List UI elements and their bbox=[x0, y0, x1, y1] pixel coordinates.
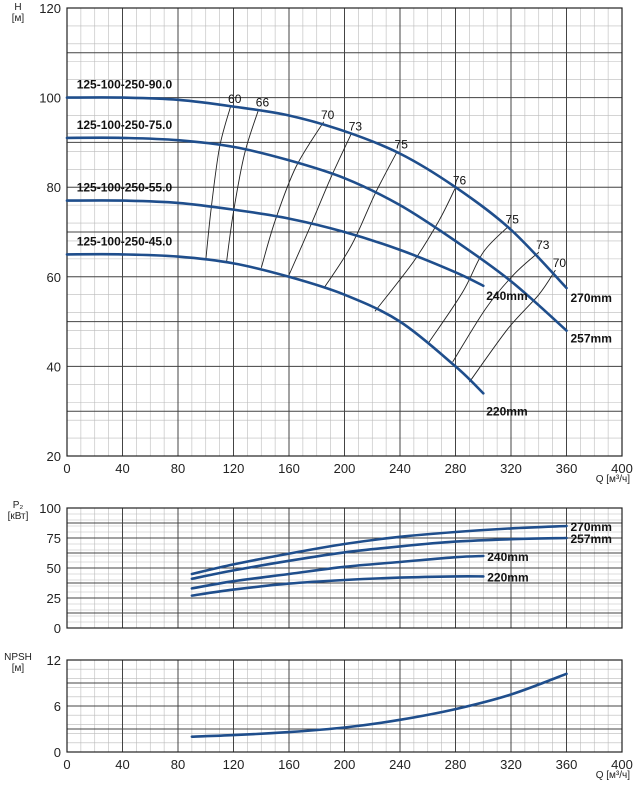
efficiency-label: 73 bbox=[349, 119, 363, 133]
plot-frame bbox=[66, 7, 623, 457]
diameter-label: 270mm bbox=[571, 291, 612, 305]
plot-frame bbox=[66, 659, 623, 753]
series-curve-270mm bbox=[65, 96, 568, 290]
y-axis-label: [кВт] bbox=[8, 511, 29, 522]
y-axis-label: [м] bbox=[12, 13, 25, 24]
diameter-label: 240mm bbox=[486, 289, 527, 303]
y-tick-label: 25 bbox=[47, 591, 61, 606]
x-tick-label: 40 bbox=[115, 757, 129, 772]
series-curve-NPSH bbox=[190, 672, 568, 738]
y-tick-label: 20 bbox=[47, 449, 61, 464]
series-curve-240mm bbox=[190, 554, 485, 590]
model-label: 125-100-250-45.0 bbox=[77, 234, 173, 248]
efficiency-line-75 bbox=[427, 226, 509, 345]
efficiency-label: 75 bbox=[506, 213, 520, 227]
diameter-label: 220mm bbox=[486, 404, 527, 418]
y-tick-label: 75 bbox=[47, 531, 61, 546]
y-axis-label: NPSH bbox=[4, 652, 32, 663]
diameter-label: 220mm bbox=[487, 570, 528, 584]
x-axis-label: Q [м³/ч] bbox=[596, 770, 631, 781]
efficiency-line-73 bbox=[288, 133, 352, 276]
x-tick-label: 280 bbox=[445, 461, 467, 476]
x-tick-label: 360 bbox=[556, 461, 578, 476]
efficiency-line-66 bbox=[226, 109, 259, 262]
x-tick-label: 320 bbox=[500, 461, 522, 476]
efficiency-line-75 bbox=[323, 151, 398, 289]
x-tick-label: 160 bbox=[278, 461, 300, 476]
efficiency-label: 76 bbox=[453, 174, 467, 188]
efficiency-label: 70 bbox=[553, 256, 567, 270]
efficiency-line-70 bbox=[260, 121, 325, 268]
x-tick-label: 120 bbox=[223, 757, 245, 772]
y-tick-label: 50 bbox=[47, 561, 61, 576]
x-tick-label: 120 bbox=[223, 461, 245, 476]
y-tick-label: 40 bbox=[47, 359, 61, 374]
efficiency-label: 73 bbox=[536, 238, 550, 252]
x-tick-label: 400 bbox=[611, 461, 633, 476]
x-tick-label: 0 bbox=[63, 757, 70, 772]
x-tick-label: 40 bbox=[115, 461, 129, 476]
y-axis-label: [м] bbox=[12, 663, 25, 674]
chart-panel-1: 20 40 60 80 100 120 0 40 80 120 160 200 240 280 320 360… bbox=[12, 1, 633, 485]
efficiency-label: 75 bbox=[395, 137, 409, 151]
x-tick-label: 240 bbox=[389, 757, 411, 772]
y-tick-label: 100 bbox=[39, 91, 61, 106]
diameter-label: 270mm bbox=[571, 520, 612, 534]
y-tick-label: 80 bbox=[47, 180, 61, 195]
x-tick-label: 160 bbox=[278, 757, 300, 772]
efficiency-line-60 bbox=[205, 105, 232, 260]
x-tick-label: 80 bbox=[171, 757, 185, 772]
y-tick-label: 120 bbox=[39, 1, 61, 16]
series-curve-257mm bbox=[190, 536, 568, 581]
x-axis-label: Q [м³/ч] bbox=[596, 474, 631, 485]
x-tick-label: 200 bbox=[334, 757, 356, 772]
y-tick-label: 0 bbox=[54, 621, 61, 636]
x-tick-label: 400 bbox=[611, 757, 633, 772]
y-tick-label: 6 bbox=[54, 699, 61, 714]
x-tick-label: 280 bbox=[445, 757, 467, 772]
x-tick-label: 360 bbox=[556, 757, 578, 772]
model-label: 125-100-250-75.0 bbox=[77, 118, 173, 132]
model-label: 125-100-250-90.0 bbox=[77, 78, 173, 92]
efficiency-line-70 bbox=[469, 269, 556, 383]
y-axis-label: H bbox=[14, 2, 21, 13]
efficiency-line-73 bbox=[452, 251, 540, 363]
y-tick-label: 100 bbox=[39, 501, 61, 516]
efficiency-label: 60 bbox=[228, 92, 242, 106]
y-axis-label: P₂ bbox=[13, 500, 24, 511]
x-tick-label: 200 bbox=[334, 461, 356, 476]
x-tick-label: 0 bbox=[63, 461, 70, 476]
model-label: 125-100-250-55.0 bbox=[77, 181, 173, 195]
series-curve-270mm bbox=[190, 524, 568, 576]
series-curve-220mm bbox=[190, 575, 485, 597]
series-curve-257mm bbox=[65, 136, 568, 332]
y-tick-label: 60 bbox=[47, 270, 61, 285]
efficiency-line-76 bbox=[374, 187, 456, 312]
series-curve-220mm bbox=[65, 252, 485, 395]
diameter-label: 257mm bbox=[571, 532, 612, 546]
y-tick-label: 0 bbox=[54, 745, 61, 760]
efficiency-label: 66 bbox=[256, 96, 270, 110]
plot-frame bbox=[66, 507, 623, 629]
y-tick-label: 12 bbox=[47, 653, 61, 668]
x-tick-label: 80 bbox=[171, 461, 185, 476]
diameter-label: 240mm bbox=[487, 550, 528, 564]
efficiency-label: 70 bbox=[321, 108, 335, 122]
x-tick-label: 320 bbox=[500, 757, 522, 772]
x-tick-label: 240 bbox=[389, 461, 411, 476]
diameter-label: 257mm bbox=[571, 332, 612, 346]
series-curve-240mm bbox=[65, 199, 485, 288]
